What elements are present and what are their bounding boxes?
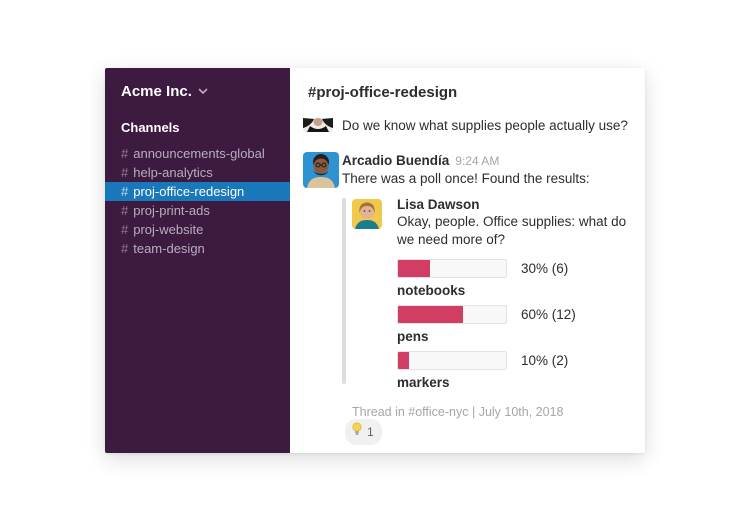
sidebar: Acme Inc. Channels # announcements-global… <box>105 68 290 453</box>
reaction-count: 1 <box>367 425 374 439</box>
poll-value: 60% (12) <box>521 307 576 322</box>
message-text: There was a poll once! Found the results… <box>342 171 590 186</box>
poll-label: notebooks <box>397 283 466 298</box>
workspace-name: Acme Inc. <box>121 83 192 100</box>
poll-bar-track <box>397 259 507 278</box>
main-panel: #proj-office-redesign Do we know what su… <box>290 68 645 453</box>
channel-label: proj-office-redesign <box>133 184 245 199</box>
channel-title: #proj-office-redesign <box>308 84 458 101</box>
attachment-footer: Thread in #office-nyc | July 10th, 2018 <box>352 405 564 419</box>
poll: 30% (6) notebooks 60% (12) pens <box>397 259 631 390</box>
workspace-switcher[interactable]: Acme Inc. <box>121 83 290 100</box>
channel-list: # announcements-global # help-analytics # p… <box>105 144 290 258</box>
poll-bar-fill <box>398 260 431 277</box>
bulb-icon <box>351 422 363 442</box>
sidebar-item-announcements-global[interactable]: # announcements-global <box>105 144 290 163</box>
poll-bar-track <box>397 351 507 370</box>
hash-icon: # <box>121 165 129 180</box>
hash-icon: # <box>121 241 129 256</box>
channel-label: team-design <box>133 241 205 256</box>
poll-bar-fill <box>398 306 463 323</box>
sidebar-item-proj-print-ads[interactable]: # proj-print-ads <box>105 201 290 220</box>
message-attachment: Lisa Dawson Okay, people. Office supplie… <box>342 196 634 419</box>
avatar[interactable] <box>303 118 333 132</box>
hash-icon: # <box>121 222 129 237</box>
sidebar-item-team-design[interactable]: # team-design <box>105 239 290 258</box>
avatar[interactable] <box>352 199 382 229</box>
sidebar-item-help-analytics[interactable]: # help-analytics <box>105 163 290 182</box>
channel-label: proj-print-ads <box>133 203 210 218</box>
sidebar-item-proj-office-redesign[interactable]: # proj-office-redesign <box>105 182 290 201</box>
attachment-text: Okay, people. Office supplies: what do w… <box>397 214 627 247</box>
quote-bar <box>342 198 346 384</box>
poll-value: 30% (6) <box>521 261 569 276</box>
hash-icon: # <box>121 203 129 218</box>
poll-value: 10% (2) <box>521 353 569 368</box>
hash-icon: # <box>121 146 129 161</box>
message: Arcadio Buendía 9:24 AM There was a poll … <box>303 152 590 188</box>
poll-label: markers <box>397 375 450 390</box>
reaction-pill[interactable]: 1 <box>345 419 382 445</box>
message-timestamp: 9:24 AM <box>455 154 500 168</box>
channels-header: Channels <box>121 120 180 135</box>
avatar[interactable] <box>303 152 339 188</box>
poll-option: 60% (12) pens <box>397 305 631 344</box>
hash-icon: # <box>121 184 129 199</box>
channel-label: proj-website <box>133 222 204 237</box>
message-text: Do we know what supplies people actually… <box>342 118 628 133</box>
poll-label: pens <box>397 329 429 344</box>
slack-window: Acme Inc. Channels # announcements-global… <box>105 68 645 453</box>
channel-label: help-analytics <box>133 165 213 180</box>
message-author[interactable]: Arcadio Buendía <box>342 153 450 168</box>
sidebar-item-proj-website[interactable]: # proj-website <box>105 220 290 239</box>
poll-bar-fill <box>398 352 409 369</box>
poll-option: 10% (2) markers <box>397 351 631 390</box>
poll-option: 30% (6) notebooks <box>397 259 631 298</box>
attachment-author[interactable]: Lisa Dawson <box>397 197 480 212</box>
chevron-down-icon <box>198 88 208 95</box>
poll-bar-track <box>397 305 507 324</box>
channel-label: announcements-global <box>133 146 265 161</box>
message-partial: Do we know what supplies people actually… <box>303 117 628 134</box>
